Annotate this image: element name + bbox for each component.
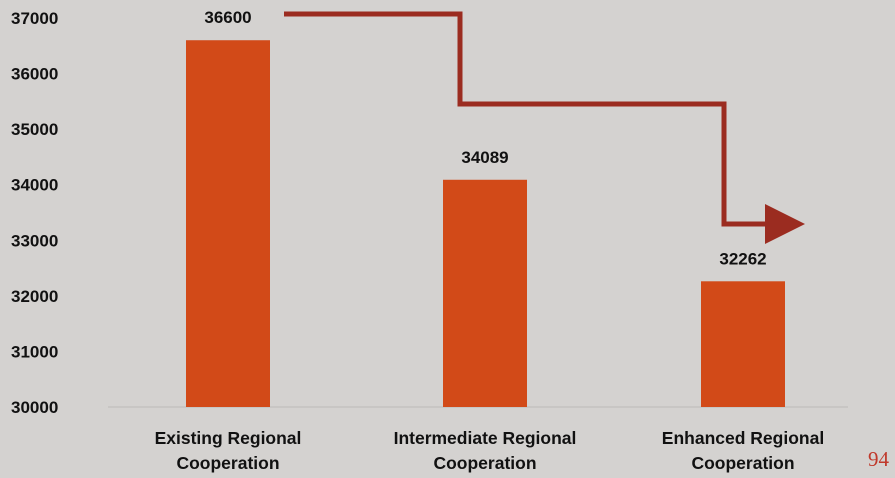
x-tick-label: Enhanced Regional (662, 428, 824, 448)
y-tick-label: 36000 (11, 65, 58, 84)
y-tick-label: 34000 (11, 176, 58, 195)
page-number: 94 (868, 447, 890, 471)
bars-group (186, 40, 785, 407)
x-tick-label: Cooperation (433, 453, 536, 473)
y-axis: 30000 31000 32000 33000 34000 35000 36000 37000 (11, 9, 58, 417)
y-tick-label: 30000 (11, 398, 58, 417)
data-label: 34089 (461, 148, 508, 167)
x-tick-label: Intermediate Regional (394, 428, 577, 448)
bar (443, 180, 527, 407)
data-label: 36600 (204, 8, 251, 27)
trend-arrow (284, 14, 790, 224)
x-tick-label: Existing Regional (155, 428, 302, 448)
x-tick-label: Cooperation (691, 453, 794, 473)
data-label: 32262 (719, 249, 766, 268)
y-tick-label: 32000 (11, 287, 58, 306)
y-tick-label: 33000 (11, 231, 58, 250)
y-tick-label: 31000 (11, 342, 58, 361)
bar (186, 40, 270, 407)
bar (701, 281, 785, 407)
y-tick-label: 37000 (11, 9, 58, 28)
y-tick-label: 35000 (11, 120, 58, 139)
x-tick-label: Cooperation (176, 453, 279, 473)
x-axis-labels: Existing Regional Cooperation Intermediate… (155, 428, 825, 473)
